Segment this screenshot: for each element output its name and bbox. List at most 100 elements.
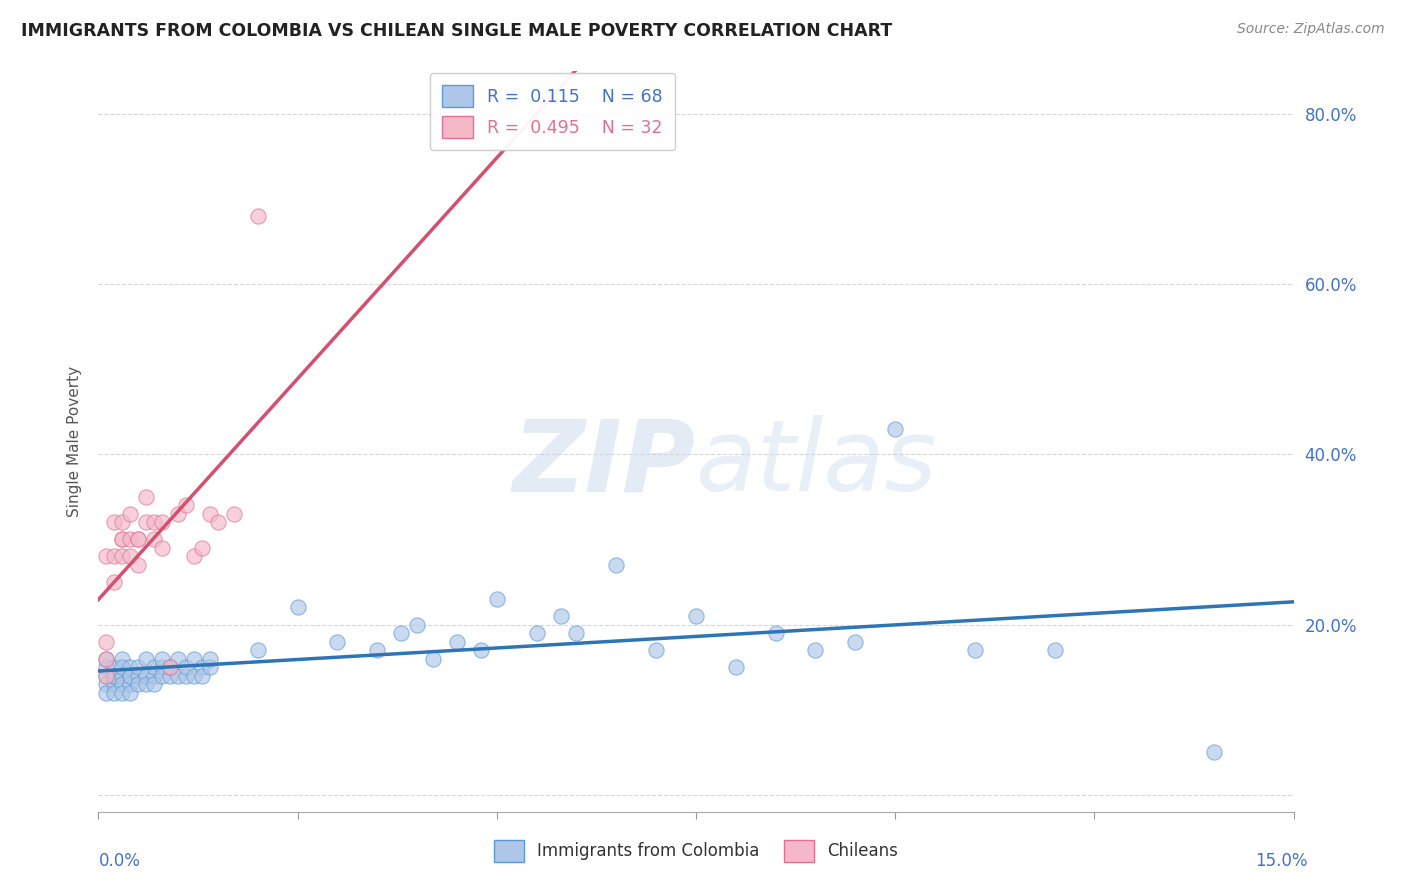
Point [389, 626, 412, 640]
Point [120, 677, 142, 691]
Point [198, 660, 221, 674]
Point [120, 668, 142, 682]
Point [127, 558, 149, 572]
Point [605, 558, 627, 572]
Point [963, 643, 986, 657]
Point [804, 643, 827, 657]
Point [135, 516, 157, 530]
Point [111, 668, 134, 682]
Point [143, 677, 166, 691]
Point [120, 533, 142, 547]
Point [565, 626, 588, 640]
Point [143, 533, 166, 547]
Point [96, 668, 118, 682]
Point [246, 209, 269, 223]
Point [150, 660, 173, 674]
Point [111, 685, 134, 699]
Point [111, 677, 134, 691]
Point [120, 685, 142, 699]
Point [526, 626, 548, 640]
Point [103, 677, 125, 691]
Point [111, 549, 134, 564]
Point [183, 668, 205, 682]
Text: Source: ZipAtlas.com: Source: ZipAtlas.com [1237, 22, 1385, 37]
Point [174, 668, 197, 682]
Point [103, 668, 125, 682]
Point [103, 516, 125, 530]
Point [127, 533, 149, 547]
Point [111, 516, 134, 530]
Point [135, 677, 157, 691]
Point [191, 668, 214, 682]
Point [96, 651, 118, 665]
Point [96, 549, 118, 564]
Text: atlas: atlas [696, 416, 938, 512]
Point [96, 668, 118, 682]
Point [96, 651, 118, 665]
Point [135, 651, 157, 665]
Point [135, 490, 157, 504]
Point [183, 651, 205, 665]
Point [143, 668, 166, 682]
Point [167, 507, 190, 521]
Point [150, 516, 173, 530]
Point [150, 651, 173, 665]
Point [96, 660, 118, 674]
Point [685, 609, 707, 624]
Point [287, 600, 309, 615]
Point [150, 668, 173, 682]
Point [96, 685, 118, 699]
Point [111, 533, 134, 547]
Point [103, 668, 125, 682]
Point [127, 533, 149, 547]
Point [485, 591, 508, 606]
Point [135, 668, 157, 682]
Point [103, 685, 125, 699]
Point [120, 660, 142, 674]
Point [159, 660, 181, 674]
Point [198, 651, 221, 665]
Point [103, 574, 125, 589]
Point [765, 626, 787, 640]
Point [183, 549, 205, 564]
Point [120, 507, 142, 521]
Point [127, 660, 149, 674]
Text: ZIP: ZIP [513, 416, 696, 512]
Point [222, 507, 245, 521]
Point [724, 660, 747, 674]
Point [167, 668, 190, 682]
Point [96, 677, 118, 691]
Point [198, 507, 221, 521]
Point [844, 634, 866, 648]
Point [550, 609, 572, 624]
Point [246, 643, 269, 657]
Text: 15.0%: 15.0% [1256, 852, 1308, 870]
Point [120, 549, 142, 564]
Y-axis label: Single Male Poverty: Single Male Poverty [67, 366, 83, 517]
Text: 0.0%: 0.0% [98, 852, 141, 870]
Point [159, 668, 181, 682]
Point [159, 660, 181, 674]
Point [406, 617, 429, 632]
Point [96, 634, 118, 648]
Point [111, 651, 134, 665]
Point [127, 677, 149, 691]
Point [120, 668, 142, 682]
Point [127, 668, 149, 682]
Point [1043, 643, 1066, 657]
Point [446, 634, 468, 648]
Point [103, 660, 125, 674]
Text: IMMIGRANTS FROM COLOMBIA VS CHILEAN SINGLE MALE POVERTY CORRELATION CHART: IMMIGRANTS FROM COLOMBIA VS CHILEAN SING… [21, 22, 893, 40]
Point [1202, 745, 1225, 759]
Point [143, 660, 166, 674]
Point [645, 643, 668, 657]
Point [111, 660, 134, 674]
Point [143, 516, 166, 530]
Point [884, 422, 907, 436]
Point [422, 651, 444, 665]
Point [366, 643, 388, 657]
Point [207, 516, 229, 530]
Point [470, 643, 492, 657]
Point [174, 660, 197, 674]
Point [150, 541, 173, 555]
